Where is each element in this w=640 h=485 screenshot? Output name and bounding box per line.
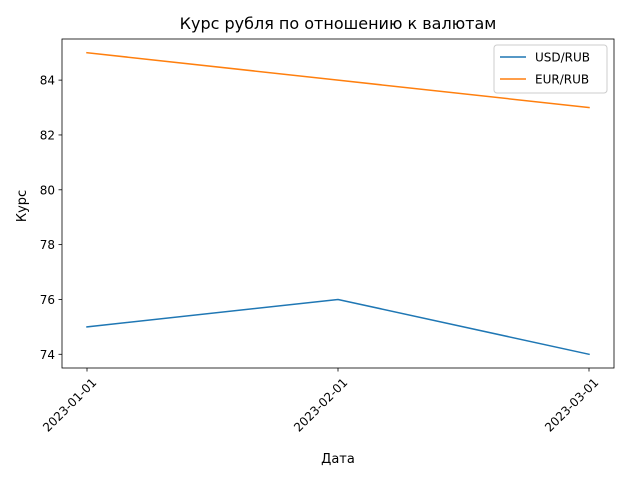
legend: USD/RUB EUR/RUB bbox=[493, 44, 608, 94]
chart-title: Курс рубля по отношению к валютам bbox=[180, 14, 497, 33]
y-tick-label: 84 bbox=[40, 74, 55, 88]
legend-label-usd-rub: USD/RUB bbox=[535, 51, 590, 65]
y-tick-label: 76 bbox=[40, 293, 55, 307]
x-axis-label: Дата bbox=[321, 452, 355, 467]
y-tick-label: 78 bbox=[40, 238, 55, 252]
series-line-eur-rub bbox=[86, 51, 590, 109]
y-tick-label: 80 bbox=[40, 183, 55, 197]
series-line-usd-rub bbox=[86, 298, 590, 356]
legend-label-eur-rub: EUR/RUB bbox=[535, 73, 589, 87]
y-tick-label: 82 bbox=[40, 128, 55, 142]
y-axis-label: Курс bbox=[15, 190, 30, 222]
y-tick-label: 74 bbox=[40, 348, 55, 362]
